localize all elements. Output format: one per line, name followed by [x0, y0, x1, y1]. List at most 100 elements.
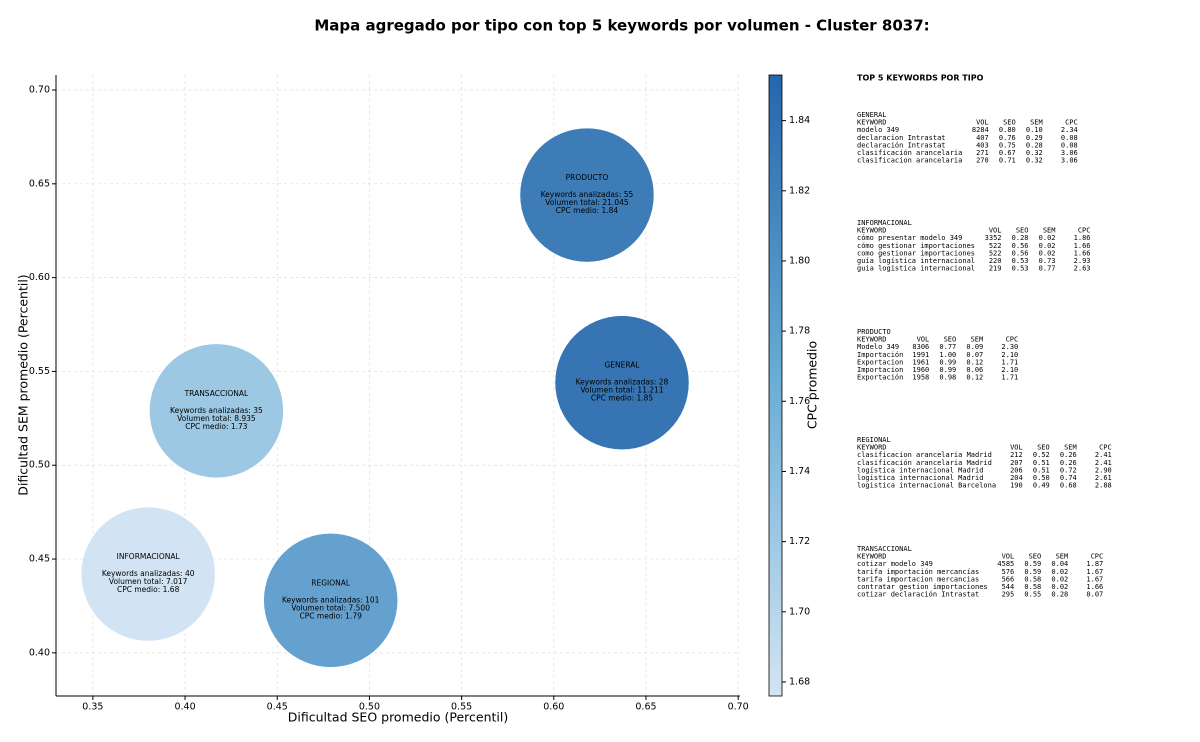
panel-cell: 0.51: [1033, 459, 1050, 467]
panel-cell: 1.87: [1086, 560, 1103, 568]
panel-cell: 0.98: [939, 374, 956, 382]
panel-cell: cotizar modelo 349: [857, 560, 933, 568]
panel-cell: 0.28: [1026, 141, 1043, 149]
panel-cell: modelo 349: [857, 126, 899, 134]
panel-cell: 0.02: [1039, 242, 1056, 250]
bubble: [554, 315, 690, 450]
panel-cell: 0.06: [966, 366, 983, 374]
panel-cell: 0.07: [966, 351, 983, 359]
x-tick-label: 0.55: [451, 702, 472, 713]
panel-cell: 1.86: [1074, 234, 1091, 242]
panel-cell: clasificacion arancelaria: [857, 157, 962, 165]
panel-column-header: SEM: [971, 336, 984, 344]
panel-cell: 0.55: [1024, 591, 1041, 599]
bubble-annotation: Volumen total: 7.500: [291, 603, 370, 612]
panel-cell: Importacion: [857, 366, 903, 374]
panel-column-header: KEYWORD: [857, 553, 887, 561]
panel-cell: 2.10: [1001, 351, 1018, 359]
bubble-annotation: CPC medio: 1.85: [591, 394, 654, 403]
panel-cell: 0.02: [1039, 234, 1056, 242]
panel-cell: 0.28: [1051, 591, 1068, 599]
panel-group-name: PRODUCTO: [857, 328, 891, 336]
panel-cell: 0.09: [966, 343, 983, 351]
panel-cell: 219: [989, 265, 1002, 273]
panel-column-header: SEM: [1056, 553, 1069, 561]
colorbar-tick-label: 1.82: [789, 185, 810, 196]
panel-cell: 0.77: [939, 343, 956, 351]
y-tick-label: 0.40: [29, 647, 50, 658]
panel-cell: 295: [1002, 591, 1015, 599]
bubble: [263, 533, 398, 668]
panel-cell: 1991: [912, 351, 929, 359]
panel-cell: 4585: [997, 560, 1014, 568]
panel-cell: guia logistica internacional: [857, 265, 975, 273]
x-tick-label: 0.45: [267, 702, 288, 713]
panel-cell: Exportacion: [857, 358, 903, 366]
panel-cell: 0.75: [999, 141, 1016, 149]
panel-cell: 0.04: [1051, 560, 1068, 568]
bubble-name: REGIONAL: [311, 578, 351, 587]
panel-cell: cómo gestionar importaciones: [857, 242, 975, 250]
panel-cell: guía logística internacional: [857, 257, 975, 265]
panel-group-name: TRANSACCIONAL: [857, 545, 912, 553]
panel-column-header: KEYWORD: [857, 336, 887, 344]
panel-cell: 0.99: [939, 366, 956, 374]
colorbar-label: CPC promedio: [805, 341, 820, 429]
panel-cell: 0.29: [1026, 134, 1043, 142]
x-tick-label: 0.70: [728, 702, 749, 713]
panel-cell: 1961: [912, 358, 929, 366]
panel-cell: 1960: [912, 366, 929, 374]
y-tick-label: 0.45: [29, 554, 50, 565]
panel-cell: 206: [1010, 466, 1023, 474]
panel-cell: 2.41: [1095, 451, 1112, 459]
panel-column-header: CPC: [1006, 336, 1019, 344]
panel-cell: Modelo 349: [857, 343, 899, 351]
panel-cell: 0.74: [1060, 474, 1077, 482]
panel-cell: Exportación: [857, 374, 903, 382]
panel-cell: logistica internacional Barcelona: [857, 482, 996, 490]
panel-column-header: VOL: [917, 336, 930, 344]
panel-column-header: SEO: [1029, 553, 1042, 561]
panel-cell: 0.49: [1033, 482, 1050, 490]
panel-cell: 0.67: [999, 149, 1016, 157]
bubble-annotation: Keywords analizadas: 35: [170, 406, 263, 415]
bubble-name: GENERAL: [604, 361, 640, 370]
bubble-annotation: Volumen total: 21.045: [545, 198, 629, 207]
panel-cell: logística internacional Madrid: [857, 466, 983, 474]
bubble-annotation: Volumen total: 8.935: [177, 414, 256, 423]
panel-cell: 0.12: [966, 374, 983, 382]
bubble-name: TRANSACCIONAL: [184, 389, 249, 398]
panel-cell: 2.41: [1095, 459, 1112, 467]
y-axis-label: Dificultad SEM promedio (Percentil): [16, 274, 31, 495]
panel-cell: 190: [1010, 482, 1023, 490]
panel-cell: 0.08: [1061, 134, 1078, 142]
panel-cell: 0.71: [999, 157, 1016, 165]
panel-column-header: VOL: [1002, 553, 1015, 561]
panel-column-header: CPC: [1065, 119, 1078, 127]
panel-cell: 0.52: [1033, 451, 1050, 459]
panel-column-header: VOL: [1010, 444, 1023, 452]
bubble-annotation: Keywords analizadas: 40: [102, 569, 195, 578]
colorbar-tick-label: 1.72: [789, 536, 810, 547]
bubble: [519, 127, 655, 263]
panel-cell: 0.26: [1060, 459, 1077, 467]
y-tick-label: 0.50: [29, 460, 50, 471]
bubble-annotation: CPC medio: 1.79: [300, 611, 363, 620]
colorbar-tick-label: 1.70: [789, 606, 810, 617]
panel-cell: 522: [989, 242, 1002, 250]
panel-cell: 0.32: [1026, 149, 1043, 157]
panel-cell: clasificacion arancelaria Madrid: [857, 451, 992, 459]
panel-column-header: SEO: [1037, 444, 1050, 452]
panel-cell: 1.66: [1074, 249, 1091, 257]
panel-cell: 2.10: [1001, 366, 1018, 374]
panel-cell: 2.63: [1074, 265, 1091, 273]
panel-cell: 0.56: [1012, 249, 1029, 257]
panel-cell: 8284: [972, 126, 989, 134]
panel-cell: 212: [1010, 451, 1023, 459]
panel-cell: 3.06: [1061, 157, 1078, 165]
panel-cell: 0.58: [1024, 583, 1041, 591]
colorbar-tick-label: 1.76: [789, 396, 810, 407]
bubble-annotation: Keywords analizadas: 28: [576, 378, 669, 387]
x-tick-label: 0.35: [82, 702, 103, 713]
panel-cell: 1.66: [1086, 583, 1103, 591]
